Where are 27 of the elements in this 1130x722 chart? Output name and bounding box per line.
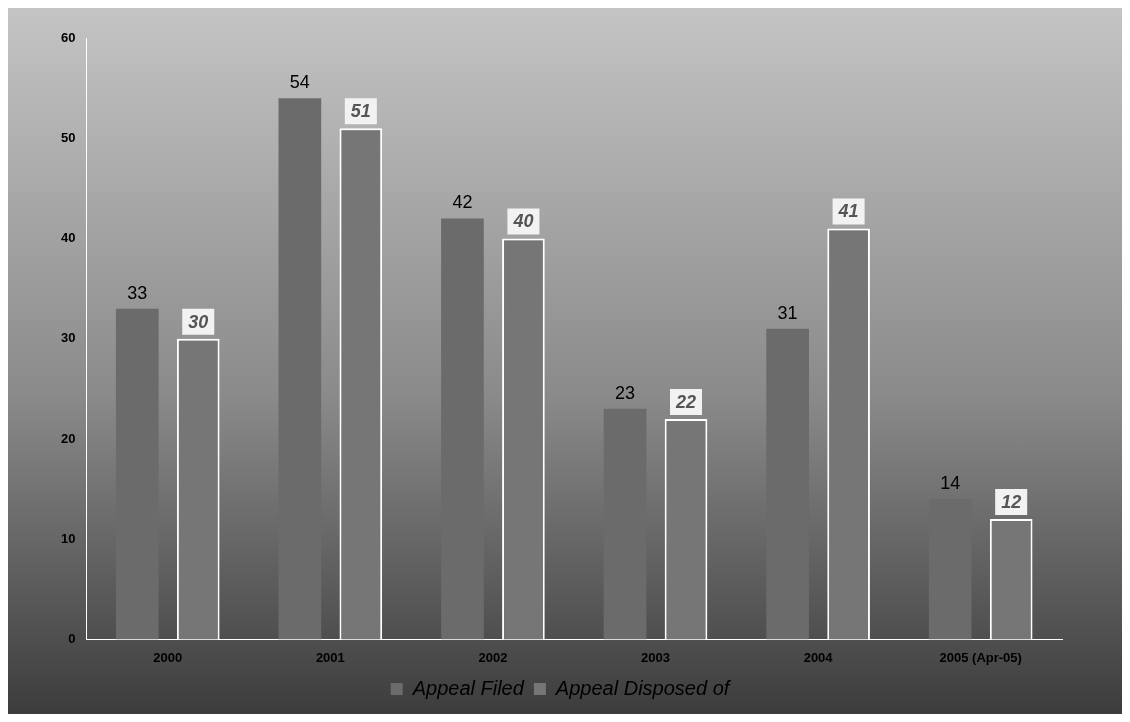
y-tick-label: 30 [60, 330, 76, 346]
data-label: 41 [837, 201, 859, 222]
data-label: 23 [615, 382, 636, 403]
data-label: 51 [350, 101, 371, 122]
legend-label: Appeal Filed [411, 676, 525, 699]
y-tick-label: 60 [60, 29, 76, 45]
data-label: 31 [777, 302, 798, 323]
x-tick-label: 2004 [803, 649, 834, 665]
x-tick-label: 2005 (Apr-05) [939, 649, 1022, 665]
data-label: 12 [1001, 492, 1022, 513]
data-label: 42 [452, 192, 473, 213]
x-tick-label: 2001 [315, 649, 345, 665]
data-label: 30 [188, 311, 209, 332]
x-tick-label: 2000 [153, 649, 183, 665]
data-label: 14 [940, 473, 961, 494]
x-tick-label: 2002 [478, 649, 508, 665]
x-tick-label: 2003 [641, 649, 670, 665]
y-tick-label: 10 [60, 530, 76, 546]
data-label: 33 [127, 282, 148, 303]
data-label: 22 [674, 391, 697, 412]
y-tick-label: 0 [68, 630, 76, 646]
data-label: 40 [512, 211, 534, 232]
y-tick-label: 50 [60, 129, 76, 145]
data-label: 54 [289, 72, 310, 93]
y-tick-label: 20 [60, 430, 76, 446]
y-tick-label: 40 [60, 230, 76, 246]
legend-label: Appeal Disposed of [554, 676, 732, 699]
